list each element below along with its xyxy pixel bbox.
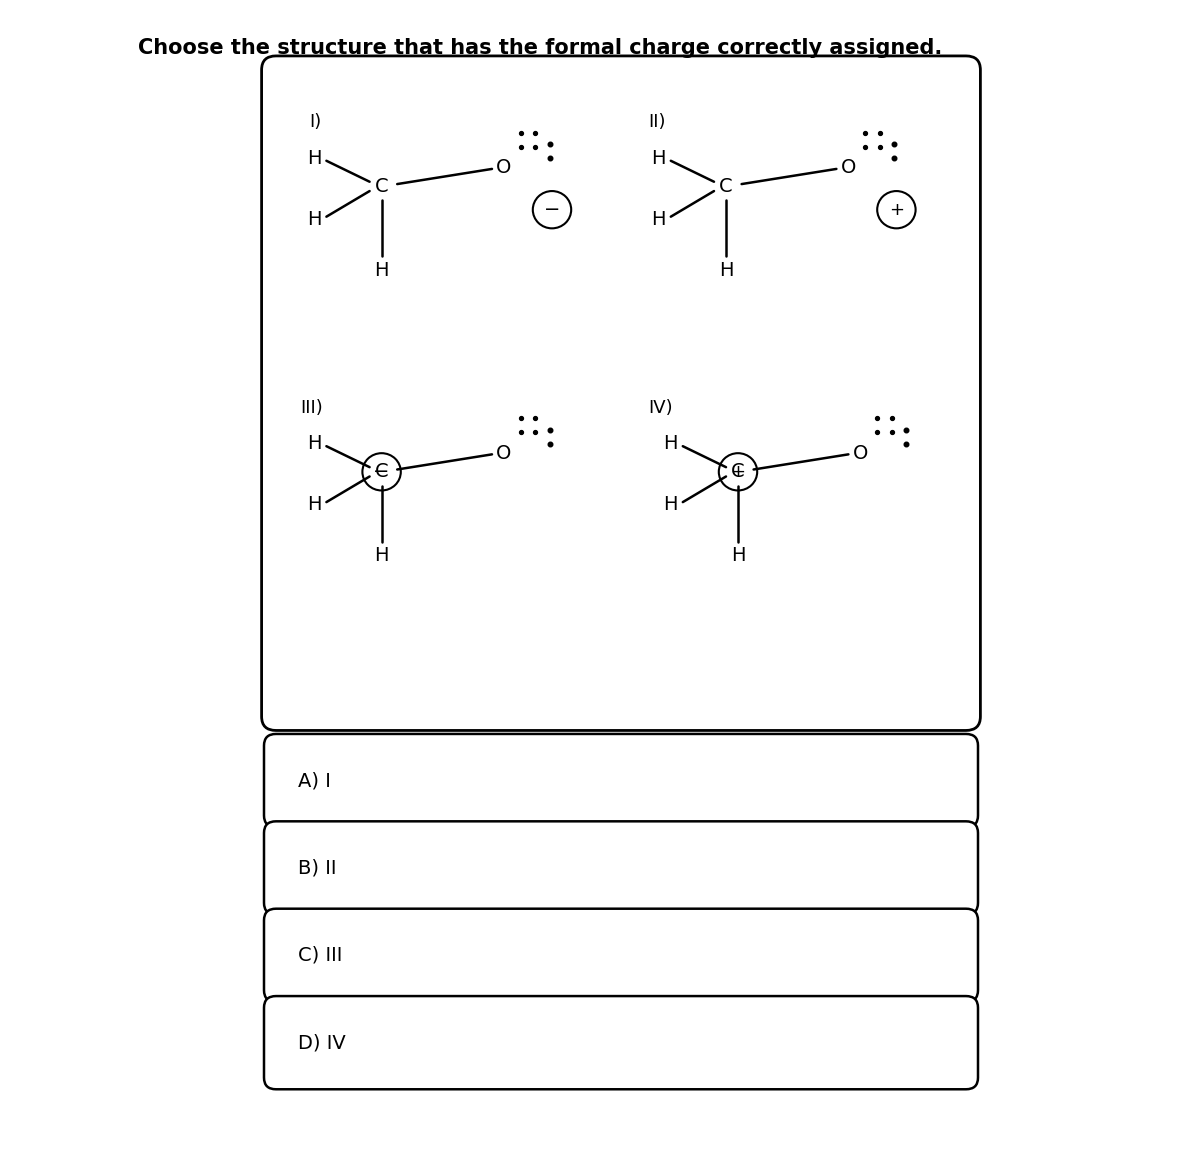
Text: C: C <box>719 177 733 196</box>
Text: III): III) <box>300 398 323 417</box>
FancyBboxPatch shape <box>264 734 978 827</box>
Text: +: + <box>889 200 904 219</box>
Text: H: H <box>719 261 733 280</box>
FancyBboxPatch shape <box>264 909 978 1002</box>
Text: −: − <box>544 200 560 219</box>
FancyBboxPatch shape <box>264 996 978 1089</box>
Text: H: H <box>374 546 389 565</box>
Text: H: H <box>652 149 666 168</box>
Text: H: H <box>307 210 322 228</box>
Text: Choose the structure that has the formal charge correctly assigned.: Choose the structure that has the formal… <box>138 38 942 58</box>
Text: H: H <box>652 210 666 228</box>
Text: II): II) <box>648 113 666 132</box>
Text: O: O <box>497 158 511 177</box>
Text: H: H <box>731 546 745 565</box>
Text: H: H <box>307 149 322 168</box>
Text: H: H <box>664 435 678 453</box>
Text: C) III: C) III <box>298 946 342 965</box>
Text: A) I: A) I <box>298 771 330 790</box>
Text: H: H <box>374 261 389 280</box>
Text: IV): IV) <box>648 398 673 417</box>
Text: D) IV: D) IV <box>298 1033 346 1052</box>
Text: +: + <box>731 463 745 481</box>
Text: O: O <box>853 444 868 463</box>
Text: O: O <box>497 444 511 463</box>
Text: C: C <box>374 463 389 481</box>
FancyBboxPatch shape <box>262 56 980 730</box>
Text: I): I) <box>310 113 322 132</box>
FancyBboxPatch shape <box>264 821 978 915</box>
Text: B) II: B) II <box>298 859 336 877</box>
Text: H: H <box>664 495 678 514</box>
Text: H: H <box>307 495 322 514</box>
Text: −: − <box>373 463 390 481</box>
Text: H: H <box>307 435 322 453</box>
Text: O: O <box>841 158 856 177</box>
Text: C: C <box>374 177 389 196</box>
Text: C: C <box>731 463 745 481</box>
